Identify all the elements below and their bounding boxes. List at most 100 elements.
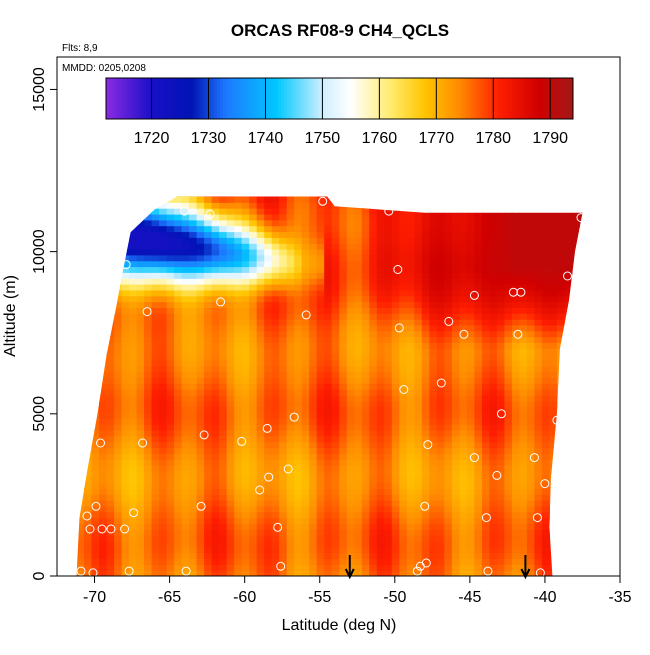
heatmap-cell	[481, 324, 490, 332]
heatmap-cell	[211, 482, 220, 489]
heatmap-cell	[526, 389, 535, 396]
heatmap-cell	[369, 301, 378, 308]
heatmap-cell	[264, 453, 273, 460]
heatmap-cell	[421, 418, 430, 425]
heatmap-cell	[241, 482, 250, 489]
heatmap-cell	[249, 500, 258, 507]
heatmap-cell	[496, 558, 505, 565]
heatmap-cell	[204, 476, 213, 484]
heatmap-cell	[241, 494, 250, 501]
heatmap-cell	[496, 278, 505, 285]
heatmap-cell	[99, 389, 108, 396]
heatmap-cell	[279, 336, 288, 343]
heatmap-cell	[264, 330, 273, 338]
heatmap-cell	[204, 214, 213, 221]
heatmap-cell	[384, 424, 393, 431]
heatmap-cell	[391, 272, 400, 279]
heatmap-cell	[504, 389, 513, 396]
heatmap-cell	[369, 243, 378, 250]
heatmap-cell	[451, 214, 460, 221]
heatmap-cell	[114, 541, 123, 548]
heatmap-cell	[496, 535, 505, 542]
heatmap-cell	[264, 494, 273, 501]
heatmap-cell	[399, 488, 408, 495]
heatmap-cell	[249, 354, 258, 361]
heatmap-cell	[429, 500, 438, 507]
heatmap-cell	[279, 289, 288, 297]
heatmap-cell	[406, 552, 415, 559]
heatmap-cell	[144, 447, 153, 454]
heatmap-cell	[459, 383, 468, 390]
heatmap-cell	[414, 360, 423, 367]
heatmap-cell	[204, 447, 213, 454]
colorbar-segment	[181, 78, 186, 119]
heatmap-cell	[331, 272, 340, 279]
heatmap-cell	[279, 219, 288, 227]
heatmap-cell	[114, 430, 123, 437]
heatmap-cell	[121, 307, 130, 314]
heatmap-cell	[174, 208, 183, 215]
heatmap-cell	[421, 354, 430, 361]
heatmap-cell	[151, 541, 160, 548]
heatmap-cell	[549, 278, 558, 285]
heatmap-cell	[339, 254, 348, 262]
heatmap-cell	[496, 243, 505, 250]
colorbar-segment	[272, 78, 276, 119]
heatmap-cell	[391, 418, 400, 425]
heatmap-cell	[384, 313, 393, 320]
heatmap-cell	[474, 301, 483, 308]
heatmap-cell	[406, 435, 415, 443]
colorbar-segment	[120, 78, 125, 119]
heatmap-cell	[226, 459, 235, 466]
heatmap-cell	[196, 371, 205, 378]
heatmap-cell	[189, 470, 198, 478]
heatmap-cell	[466, 546, 475, 554]
heatmap-cell	[489, 354, 498, 361]
heatmap-cell	[301, 284, 310, 291]
heatmap-cell	[249, 295, 258, 303]
heatmap-cell	[466, 330, 475, 338]
sample-point	[85, 524, 95, 534]
heatmap-cell	[84, 476, 93, 484]
y-tick-label: 5000	[31, 396, 48, 432]
heatmap-cell	[346, 336, 355, 343]
heatmap-cell	[189, 453, 198, 460]
heatmap-cell	[534, 476, 543, 484]
heatmap-cell	[219, 435, 228, 443]
heatmap-cell	[459, 295, 468, 303]
heatmap-cell	[459, 418, 468, 425]
heatmap-cell	[504, 459, 513, 466]
heatmap-cell	[384, 254, 393, 262]
heatmap-cell	[496, 441, 505, 449]
heatmap-cell	[564, 260, 573, 268]
heatmap-cell	[414, 476, 423, 484]
heatmap-cell	[354, 348, 363, 355]
heatmap-cell	[144, 517, 153, 524]
heatmap-cell	[481, 278, 490, 285]
heatmap-cell	[489, 330, 498, 338]
heatmap-cell	[256, 377, 265, 384]
heatmap-cell	[219, 459, 228, 466]
heatmap-cell	[264, 546, 273, 554]
heatmap-cell	[181, 517, 190, 524]
heatmap-cell	[136, 564, 145, 571]
heatmap-cell	[234, 535, 243, 542]
heatmap-cell	[376, 348, 385, 355]
heatmap-cell	[459, 237, 468, 244]
heatmap-cell	[279, 383, 288, 390]
heatmap-cell	[481, 476, 490, 484]
heatmap-cell	[196, 365, 205, 373]
heatmap-cell	[444, 482, 453, 489]
heatmap-cell	[519, 348, 528, 355]
heatmap-cell	[384, 517, 393, 524]
heatmap-cell	[219, 570, 228, 576]
heatmap-cell	[301, 470, 310, 478]
heatmap-cell	[534, 494, 543, 501]
heatmap-cell	[271, 546, 280, 554]
heatmap-cell	[151, 365, 160, 373]
heatmap-cell	[279, 214, 288, 221]
heatmap-cell	[316, 196, 325, 197]
heatmap-cell	[421, 377, 430, 384]
heatmap-cell	[466, 459, 475, 466]
